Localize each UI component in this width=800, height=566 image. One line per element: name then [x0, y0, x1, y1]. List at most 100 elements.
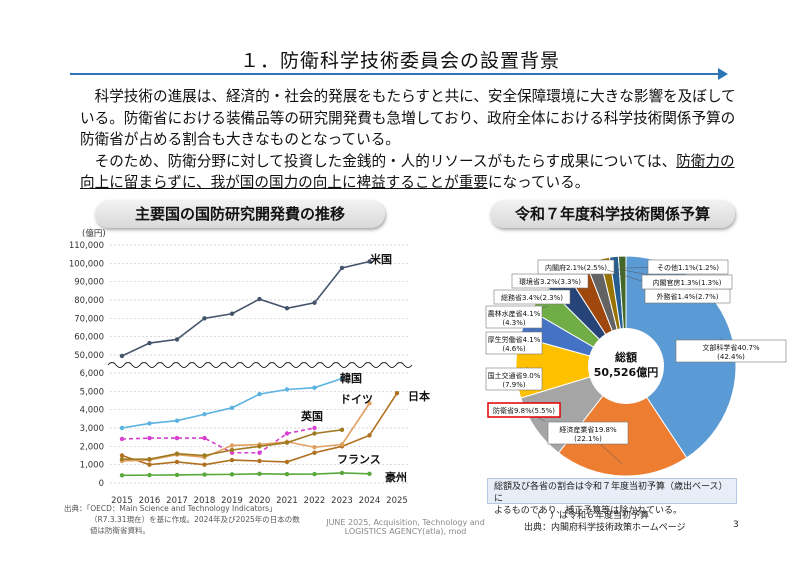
- page-number: 3: [733, 520, 739, 530]
- data-point: [339, 442, 345, 447]
- y-tick-label: 100,000: [69, 259, 104, 269]
- data-point: [174, 435, 180, 441]
- data-point: [339, 470, 345, 476]
- y-tick-label: 1,000: [80, 461, 104, 471]
- y-tick-label: 0: [99, 479, 104, 489]
- data-point: [257, 458, 262, 464]
- data-point: [284, 431, 290, 436]
- y-tick-label: 110,000: [69, 241, 104, 251]
- body-text: 科学技術の進展は、経済的・社会的発展をもたらすと共に、安全保障環境に大きな影響を…: [80, 86, 740, 194]
- line-chart: 50,000 60,000 70,000 80,000 90,000 100,000 110…: [69, 228, 430, 506]
- watermark: JUNE 2025, Acquisition, Technology and L…: [326, 518, 485, 536]
- pie-total-label: 総額: [615, 350, 637, 364]
- pie-prior-year-note: （ ）は令和６年度当初予算: [532, 511, 650, 521]
- series-label: 韓国: [340, 371, 362, 385]
- data-point: [284, 459, 290, 465]
- data-point: [119, 436, 125, 442]
- data-point: [394, 390, 400, 396]
- data-point: [147, 472, 152, 478]
- data-point: [367, 259, 372, 264]
- data-point: [202, 472, 207, 477]
- pie-slice-sublabel: (4.3%): [502, 319, 526, 327]
- pie-label-box: [537, 259, 615, 275]
- pie-label-box: [675, 339, 787, 363]
- data-point: [174, 337, 180, 342]
- chart-source-note: 出典：「OECD：Main Science and Technology Ind…: [64, 504, 300, 535]
- data-point: [174, 459, 180, 465]
- pie-label-box: [487, 402, 561, 418]
- data-point: [284, 387, 290, 392]
- pie-slice-label: 外務省1.4%(2.7%): [656, 292, 718, 301]
- series-label: 豪州: [385, 470, 407, 484]
- data-point: [174, 418, 180, 423]
- x-tick-label: 2020: [249, 496, 271, 506]
- data-point: [147, 456, 152, 462]
- pie-slice-label: 環境省3.2%(3.3%): [519, 277, 581, 286]
- data-point: [119, 456, 125, 462]
- y-tick-label: 50,000: [74, 351, 104, 361]
- y-tick-label: 70,000: [74, 314, 104, 324]
- pie-note-box: 総額及び各省の割合は令和７年度当初予算（歳出ベース）に よるものであり、補正予算…: [487, 478, 737, 516]
- pie-slice-label: 内閣府2.1%(2.5%): [545, 263, 607, 272]
- pie-slice-label: 防衛省9.8%(5.5%): [493, 406, 555, 415]
- x-tick-label: 2025: [386, 496, 408, 506]
- series-line: [121, 427, 315, 454]
- pie-slice-label: 農林水産省4.1%: [488, 309, 541, 318]
- data-point: [257, 471, 262, 477]
- pie-label-box: [493, 289, 571, 305]
- pie-label-box: [485, 367, 543, 391]
- data-point: [202, 435, 207, 441]
- paragraph-1: 科学技術の進展は、経済的・社会的発展をもたらすと共に、安全保障環境に大きな影響を…: [80, 88, 736, 148]
- pie-source: 出典：内閣府科学技術政策ホームページ: [524, 523, 686, 533]
- data-point: [257, 296, 262, 302]
- data-point: [119, 353, 125, 359]
- axis-break-wave: [107, 362, 413, 368]
- data-point: [312, 450, 317, 455]
- data-point: [147, 435, 152, 441]
- line-chart-heading: 主要国の国防研究開発費の推移: [95, 200, 385, 228]
- x-tick-label: 2019: [221, 496, 243, 506]
- pie-chart-heading: 令和７年度科学技術関係予算: [490, 200, 735, 228]
- x-tick-label: 2018: [194, 496, 216, 506]
- series-line: [121, 472, 370, 477]
- data-point: [119, 425, 125, 431]
- series-line: [121, 402, 371, 462]
- series-label: ドイツ: [340, 393, 373, 406]
- x-tick-label: 2017: [166, 496, 188, 506]
- data-point: [257, 444, 262, 449]
- pie-slice: [557, 365, 688, 477]
- data-point: [257, 391, 262, 397]
- pie-total-value: 50,526億円: [594, 365, 658, 379]
- data-point: [202, 412, 207, 417]
- y-tick-label: 5,000: [80, 387, 104, 397]
- series-label: フランス: [337, 453, 381, 466]
- data-point: [339, 265, 345, 271]
- series-label: 日本: [408, 389, 430, 403]
- pie-slice-label: その他1.1%(1.2%): [657, 263, 719, 272]
- data-point: [229, 405, 235, 411]
- x-tick-label: 2021: [276, 496, 298, 506]
- data-point: [284, 472, 290, 477]
- data-point: [147, 340, 152, 346]
- pie-slice-label: 文部科学省40.7%: [702, 343, 760, 352]
- pie-slice-label: 経済産業省19.8%: [559, 425, 617, 434]
- data-point: [229, 311, 235, 316]
- data-point: [229, 443, 235, 448]
- pie-slice-label: 国土交通省9.0%: [488, 371, 541, 380]
- x-tick-label: 2023: [331, 496, 353, 506]
- pie-slice-label: 厚生労働省4.1%: [488, 335, 541, 344]
- page-title: １．防衛科学技術委員会の設置背景: [239, 50, 560, 72]
- data-point: [284, 306, 290, 311]
- pie-label-box: [641, 274, 733, 290]
- data-point: [147, 421, 152, 426]
- data-point: [312, 445, 317, 450]
- pie-slice-sublabel: (7.9%): [502, 381, 526, 389]
- x-tick-label: 2022: [304, 496, 326, 506]
- arrow-right-icon: [718, 68, 728, 80]
- data-point: [202, 316, 207, 321]
- pie-label-box: [485, 331, 543, 355]
- pie-label-box: [647, 259, 729, 275]
- data-point: [147, 462, 152, 467]
- y-tick-label: 90,000: [74, 278, 104, 288]
